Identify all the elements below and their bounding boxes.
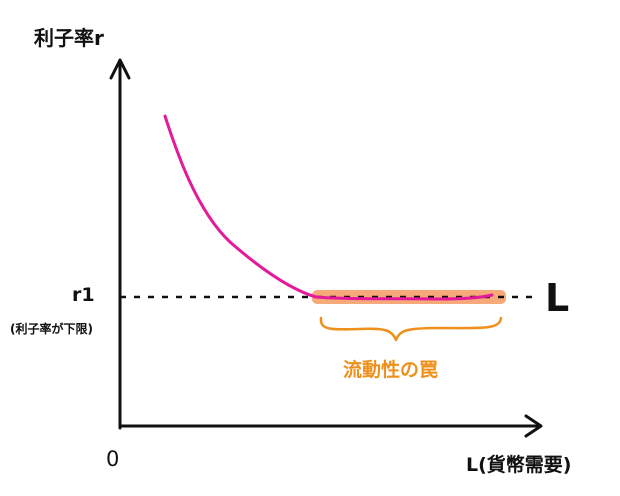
liquidity-trap-label: 流動性の罠 bbox=[343, 359, 439, 381]
rate-floor-note: (利子率が下限) bbox=[10, 322, 93, 336]
y-axis-title: 利子率r bbox=[34, 26, 104, 50]
liquidity-trap-brace bbox=[319, 316, 503, 342]
money-demand-curve bbox=[163, 114, 494, 301]
liquidity-trap-highlight bbox=[312, 290, 506, 304]
origin-label: 0 bbox=[106, 447, 120, 471]
y-axis-arrowhead bbox=[109, 58, 131, 80]
rate-floor-label: r1 bbox=[72, 284, 95, 306]
curve-label: L bbox=[545, 276, 570, 320]
x-axis-arrowhead bbox=[524, 414, 543, 438]
x-axis-title: L(貨幣需要) bbox=[466, 454, 572, 476]
